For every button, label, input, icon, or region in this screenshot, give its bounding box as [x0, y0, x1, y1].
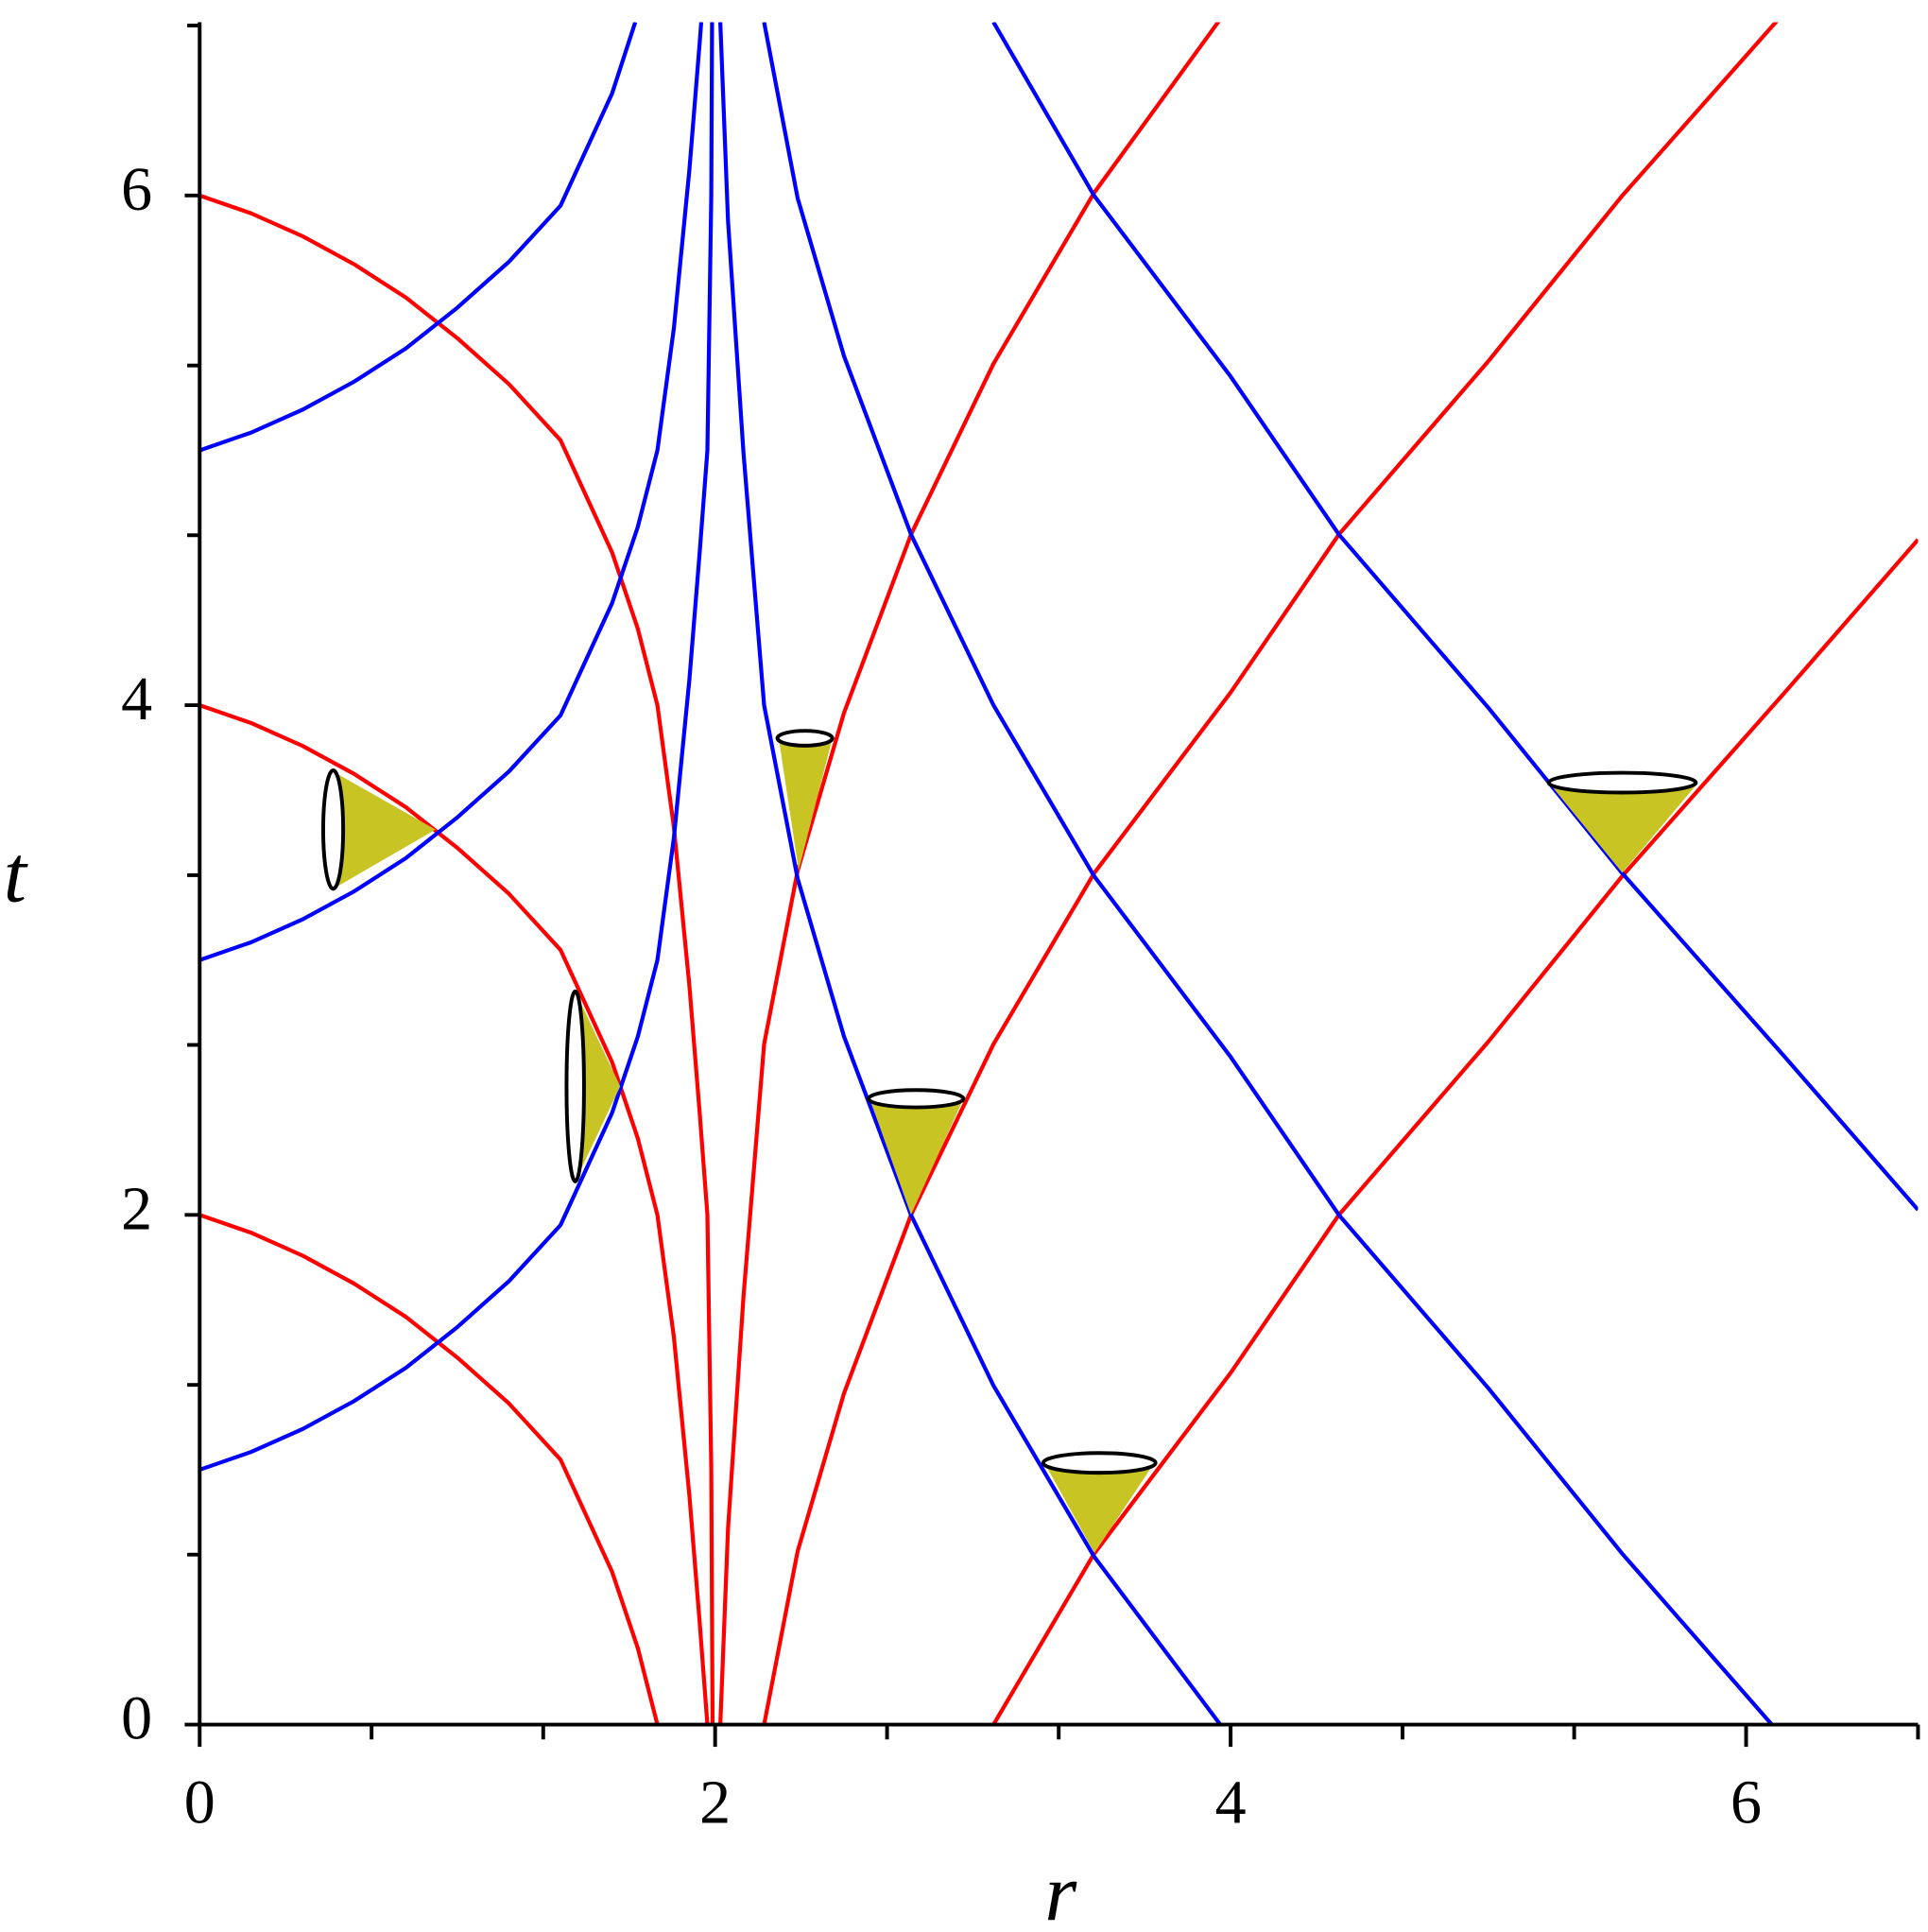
- x-tick-label: 6: [1730, 1768, 1762, 1837]
- y-tick-label: 4: [121, 664, 152, 733]
- light-cones: [321, 729, 1698, 1554]
- y-tick-label: 0: [121, 1684, 152, 1753]
- curve: [762, 22, 1774, 1725]
- curves: [199, 22, 1919, 1725]
- curve: [199, 1213, 660, 1725]
- cone: [778, 738, 833, 871]
- y-tick-label: 2: [121, 1175, 152, 1244]
- curve: [718, 22, 1222, 1725]
- curve: [718, 22, 1221, 1725]
- curve: [199, 22, 714, 1472]
- cone-rim: [1546, 770, 1698, 795]
- curve: [199, 22, 704, 962]
- cone: [333, 771, 436, 889]
- cone-rim: [867, 1088, 966, 1110]
- x-axis-label: r: [1044, 1848, 1076, 1932]
- cone: [1549, 784, 1697, 873]
- x-tick-label: 4: [1215, 1768, 1247, 1837]
- cone: [1044, 1462, 1155, 1554]
- cone: [575, 991, 621, 1182]
- x-tick-label: 2: [699, 1768, 731, 1837]
- cone-rim: [775, 729, 835, 748]
- x-tick-label: 0: [184, 1768, 215, 1837]
- curve: [991, 538, 1919, 1725]
- curve: [991, 22, 1919, 1212]
- curve: [199, 22, 638, 453]
- y-tick-label: 6: [121, 155, 152, 224]
- cone-rim: [1041, 1451, 1158, 1475]
- y-axis-label: t: [4, 829, 28, 919]
- cone: [869, 1098, 964, 1216]
- cone-rim: [321, 768, 346, 891]
- curve: [199, 703, 710, 1725]
- cone-rim: [564, 989, 586, 1183]
- curve: [199, 193, 715, 1725]
